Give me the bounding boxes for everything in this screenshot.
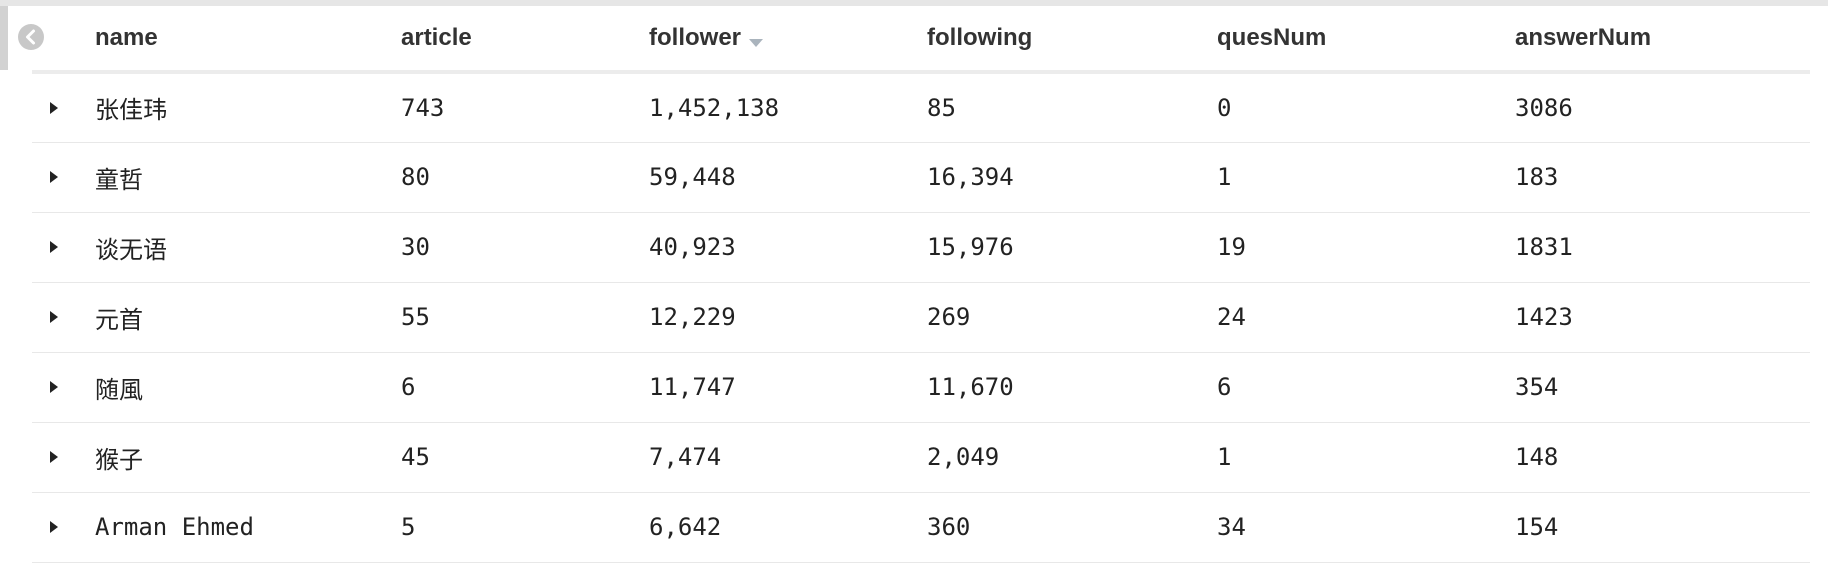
cell-follower: 7,474 <box>649 443 722 471</box>
caret-right-icon[interactable] <box>47 169 61 185</box>
caret-down-icon[interactable] <box>749 26 764 54</box>
caret-right-icon[interactable] <box>47 379 61 395</box>
table-row[interactable]: 猴子 45 7,474 2,049 1 148 <box>32 422 1810 492</box>
cell-name: 张佳玮 <box>95 96 167 125</box>
cell-following: 269 <box>927 303 971 331</box>
cell-following: 2,049 <box>927 443 1000 471</box>
cell-answernum: 1831 <box>1515 233 1573 261</box>
header-name[interactable]: name <box>95 6 401 72</box>
data-table-container: name article follower following quesNum … <box>32 6 1810 563</box>
caret-right-icon[interactable] <box>47 309 61 325</box>
cell-article: 80 <box>401 163 430 191</box>
cell-answernum: 3086 <box>1515 93 1573 122</box>
header-following[interactable]: following <box>927 6 1217 72</box>
cell-quesnum: 24 <box>1217 303 1246 331</box>
cell-name: 谈无语 <box>95 235 167 264</box>
caret-right-icon[interactable] <box>47 449 61 465</box>
cell-article: 45 <box>401 443 430 471</box>
table-row[interactable]: Arman Ehmed 5 6,642 360 34 154 <box>32 492 1810 562</box>
table-row[interactable]: 童哲 80 59,448 16,394 1 183 <box>32 142 1810 212</box>
header-label: article <box>401 24 472 51</box>
cell-quesnum: 0 <box>1217 93 1232 122</box>
cell-follower: 40,923 <box>649 233 736 261</box>
cell-following: 360 <box>927 513 971 541</box>
cell-article: 6 <box>401 373 416 401</box>
cell-answernum: 154 <box>1515 513 1559 541</box>
cell-quesnum: 1 <box>1217 443 1232 471</box>
row-toggle-cell <box>32 282 95 352</box>
header-quesnum[interactable]: quesNum <box>1217 6 1515 72</box>
data-table: name article follower following quesNum … <box>32 6 1810 563</box>
row-toggle-cell <box>32 422 95 492</box>
cell-article: 30 <box>401 233 430 261</box>
cell-follower: 59,448 <box>649 163 736 191</box>
header-label: follower <box>649 23 742 51</box>
cell-article: 55 <box>401 303 430 331</box>
cell-quesnum: 6 <box>1217 373 1232 401</box>
row-toggle-cell <box>32 352 95 422</box>
table-row[interactable]: 随風 6 11,747 11,670 6 354 <box>32 352 1810 422</box>
cell-name: 随風 <box>95 375 143 404</box>
cell-following: 85 <box>927 93 956 122</box>
cell-answernum: 354 <box>1515 373 1559 401</box>
table-header-row: name article follower following quesNum … <box>32 6 1810 72</box>
header-label: following <box>927 24 1033 51</box>
cell-quesnum: 34 <box>1217 513 1246 541</box>
table-row[interactable]: 张佳玮 743 1,452,138 85 0 3086 <box>32 72 1810 142</box>
cell-article: 743 <box>401 93 445 122</box>
collapse-sidebar-button[interactable] <box>18 24 44 50</box>
table-row[interactable]: 元首 55 12,229 269 24 1423 <box>32 282 1810 352</box>
header-label: quesNum <box>1217 24 1327 51</box>
header-label: name <box>95 24 158 51</box>
row-toggle-cell <box>32 492 95 562</box>
cell-name: 猴子 <box>95 445 143 474</box>
top-border <box>0 0 1828 6</box>
caret-right-icon[interactable] <box>47 519 61 535</box>
cell-name: 元首 <box>95 305 143 334</box>
chevron-left-icon <box>26 29 35 45</box>
header-answernum[interactable]: answerNum <box>1515 6 1810 72</box>
cell-answernum: 1423 <box>1515 303 1573 331</box>
row-toggle-cell <box>32 72 95 142</box>
header-label: answerNum <box>1515 24 1652 51</box>
left-panel-edge <box>0 6 8 70</box>
cell-quesnum: 1 <box>1217 163 1232 191</box>
cell-answernum: 148 <box>1515 443 1559 471</box>
cell-name: 童哲 <box>95 165 143 194</box>
header-article[interactable]: article <box>401 6 649 72</box>
cell-quesnum: 19 <box>1217 233 1246 261</box>
table-row[interactable]: 谈无语 30 40,923 15,976 19 1831 <box>32 212 1810 282</box>
cell-following: 15,976 <box>927 233 1014 261</box>
caret-right-icon[interactable] <box>47 239 61 255</box>
header-toggle-spacer <box>32 6 95 72</box>
caret-right-icon[interactable] <box>47 100 61 116</box>
header-follower[interactable]: follower <box>649 6 927 72</box>
cell-follower: 11,747 <box>649 373 736 401</box>
row-toggle-cell <box>32 212 95 282</box>
cell-follower: 1,452,138 <box>649 93 780 122</box>
cell-answernum: 183 <box>1515 163 1559 191</box>
cell-follower: 6,642 <box>649 513 722 541</box>
cell-name: Arman Ehmed <box>95 513 254 541</box>
cell-following: 16,394 <box>927 163 1014 191</box>
row-toggle-cell <box>32 142 95 212</box>
cell-following: 11,670 <box>927 373 1014 401</box>
cell-follower: 12,229 <box>649 303 736 331</box>
cell-article: 5 <box>401 513 416 541</box>
